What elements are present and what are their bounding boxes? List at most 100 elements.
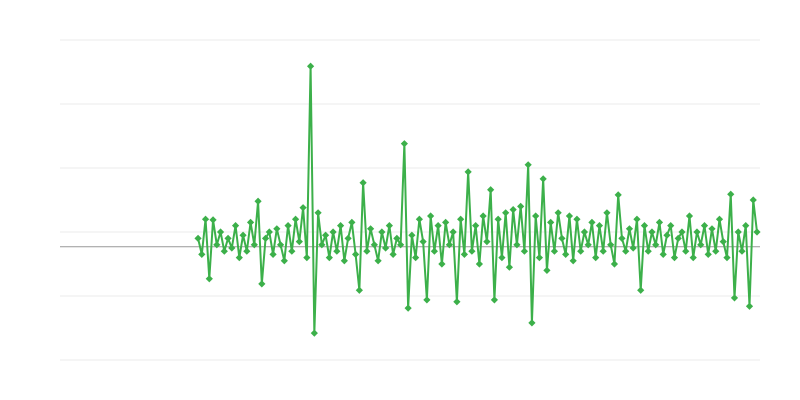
point-marker: [655, 218, 664, 226]
point-marker: [569, 257, 577, 265]
point-marker: [216, 228, 225, 236]
point-marker: [412, 254, 420, 262]
point-marker: [273, 225, 281, 233]
point-marker: [198, 250, 206, 258]
point-marker: [517, 202, 525, 210]
point-marker: [408, 231, 416, 239]
point-marker: [445, 241, 453, 249]
point-marker: [505, 263, 514, 271]
point-marker: [250, 241, 258, 249]
point-marker: [513, 241, 521, 249]
point-marker: [599, 247, 607, 255]
point-marker: [607, 241, 615, 249]
point-marker: [558, 234, 566, 242]
point-marker: [374, 257, 382, 265]
point-marker: [528, 319, 536, 327]
point-marker: [205, 275, 213, 283]
point-marker: [295, 238, 303, 246]
point-marker: [719, 238, 727, 246]
point-marker: [487, 186, 495, 194]
point-marker: [352, 250, 360, 258]
point-marker: [213, 241, 221, 249]
point-marker: [397, 241, 405, 249]
point-marker: [265, 228, 273, 236]
point-marker: [734, 228, 742, 236]
point-marker: [745, 302, 754, 310]
point-marker: [633, 215, 641, 223]
point-marker: [355, 286, 363, 294]
point-marker: [291, 215, 300, 223]
point-marker: [592, 254, 600, 262]
point-marker: [614, 191, 622, 199]
point-marker: [303, 254, 311, 262]
point-marker: [449, 228, 457, 236]
point-marker: [704, 250, 712, 258]
series-line: [197, 65, 758, 335]
point-marker: [659, 250, 667, 258]
point-marker: [550, 247, 559, 255]
point-marker: [670, 254, 679, 262]
point-marker: [697, 241, 705, 249]
point-marker: [637, 286, 645, 294]
point-marker: [753, 228, 761, 236]
point-marker: [389, 250, 397, 258]
point-marker: [254, 197, 262, 205]
point-marker: [321, 231, 330, 239]
point-marker: [502, 209, 510, 217]
point-marker: [325, 254, 333, 262]
point-marker: [423, 296, 431, 304]
point-marker: [269, 250, 277, 258]
point-marker: [464, 168, 472, 176]
point-marker: [344, 234, 352, 242]
point-marker: [434, 222, 442, 230]
point-marker: [603, 209, 611, 217]
point-marker: [547, 218, 555, 226]
point-marker: [472, 222, 480, 230]
point-marker: [201, 215, 210, 223]
point-marker: [588, 218, 596, 226]
point-marker: [427, 212, 435, 220]
point-marker: [629, 244, 637, 252]
point-marker: [738, 247, 746, 255]
point-marker: [618, 234, 626, 242]
point-marker: [490, 296, 499, 304]
point-marker: [742, 222, 750, 230]
point-marker: [648, 228, 656, 236]
point-marker: [382, 244, 390, 252]
point-marker: [715, 215, 724, 223]
point-marker: [708, 225, 716, 233]
point-marker: [543, 266, 551, 274]
point-marker: [235, 254, 243, 262]
point-marker: [337, 222, 345, 230]
point-marker: [340, 257, 348, 265]
point-marker: [243, 247, 251, 255]
point-marker: [318, 241, 326, 249]
point-marker: [306, 62, 315, 70]
point-marker: [509, 206, 517, 214]
point-marker: [689, 254, 697, 262]
point-marker: [299, 204, 307, 212]
point-marker: [246, 218, 255, 226]
point-marker: [479, 212, 487, 220]
point-marker: [475, 260, 483, 268]
point-marker: [220, 247, 228, 255]
point-marker: [562, 250, 570, 258]
point-marker: [209, 216, 217, 224]
point-marker: [442, 218, 450, 226]
point-marker: [258, 280, 266, 288]
point-marker: [310, 329, 318, 337]
point-marker: [520, 247, 529, 255]
point-marker: [584, 241, 592, 249]
point-marker: [363, 247, 371, 255]
point-marker: [261, 234, 270, 242]
point-marker: [535, 254, 544, 262]
point-marker: [678, 228, 686, 236]
point-marker: [438, 260, 446, 268]
point-marker: [700, 222, 709, 230]
point-marker: [565, 212, 574, 220]
point-marker: [468, 247, 476, 255]
point-marker: [239, 231, 247, 239]
point-marker: [622, 247, 630, 255]
point-marker: [393, 234, 401, 242]
point-marker: [573, 215, 581, 223]
